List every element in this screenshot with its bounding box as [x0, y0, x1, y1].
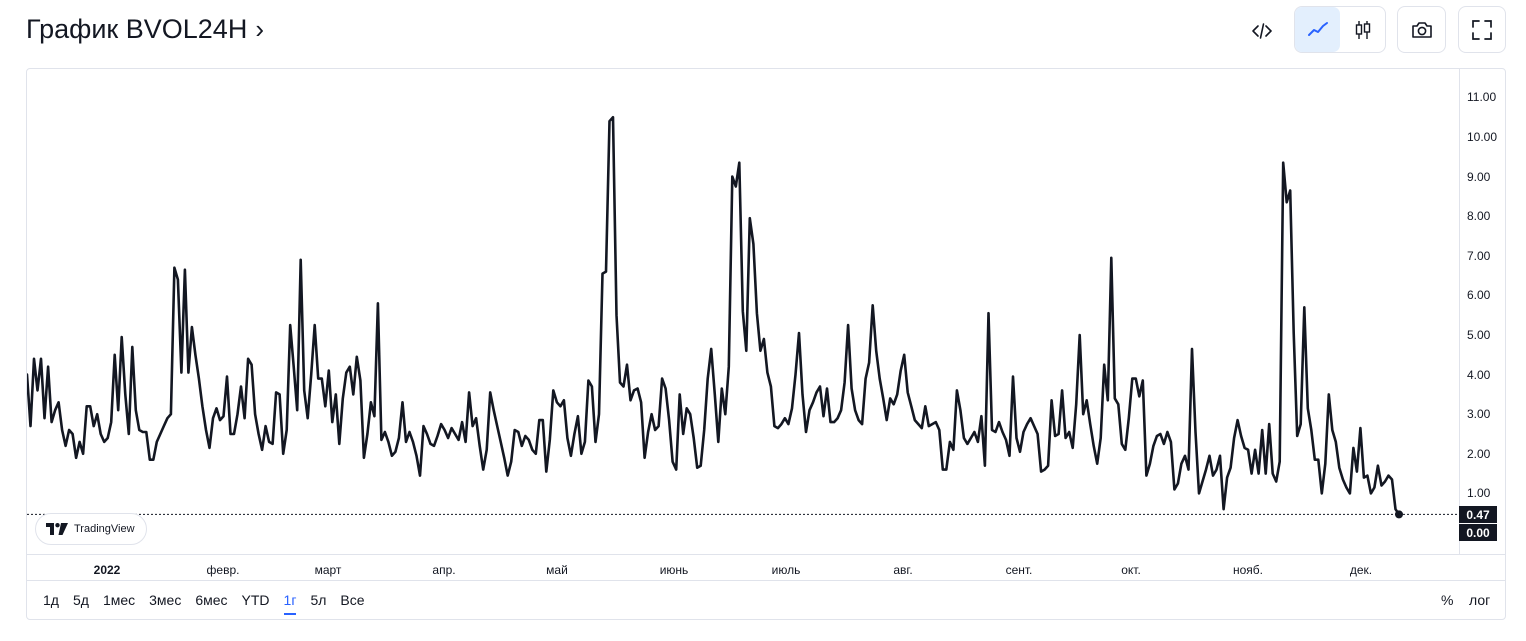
- y-tick-label: 7.00: [1467, 248, 1491, 263]
- y-tick-label: 4.00: [1467, 367, 1491, 382]
- chart-type-switch: [1294, 6, 1386, 53]
- code-embed-icon: [1251, 22, 1272, 39]
- y-tick-label: 2.00: [1467, 446, 1491, 461]
- y-tick-label: 9.00: [1467, 169, 1491, 184]
- y-tick-label: 10.00: [1467, 130, 1498, 144]
- y-tick-label: 11.00: [1467, 90, 1497, 105]
- x-tick-label: окт.: [1121, 563, 1141, 577]
- price-axis-divider: [1459, 69, 1460, 554]
- range-button[interactable]: 3мес: [149, 592, 182, 608]
- chart-title: График BVOL24H: [26, 14, 248, 44]
- line-chart-button[interactable]: [1295, 7, 1340, 52]
- percent-toggle[interactable]: %: [1441, 592, 1454, 608]
- line-chart-icon: [1307, 21, 1328, 36]
- range-button[interactable]: Все: [340, 592, 365, 608]
- x-tick-label: 2022: [93, 563, 121, 577]
- y-tick-label: 8.00: [1467, 209, 1491, 224]
- candlestick-button[interactable]: [1340, 7, 1385, 52]
- y-tick-label: 3.00: [1467, 407, 1491, 422]
- log-toggle[interactable]: лог: [1469, 592, 1491, 608]
- camera-icon: [1411, 21, 1432, 38]
- tradingview-logo-icon: [46, 523, 68, 535]
- snapshot-button[interactable]: [1397, 6, 1446, 53]
- range-button[interactable]: 1мес: [102, 592, 136, 608]
- y-tick-label: 1.00: [1467, 486, 1491, 501]
- x-tick-label: май: [546, 563, 568, 577]
- x-tick-label: июль: [771, 563, 801, 577]
- candlestick-icon: [1355, 20, 1370, 39]
- fullscreen-button[interactable]: [1458, 6, 1506, 53]
- range-selector: 1д 5д 1мес 3мес 6мес YTD 1г 5л Все: [36, 588, 372, 615]
- range-button[interactable]: YTD: [241, 592, 270, 608]
- x-tick-label: дек.: [1349, 563, 1373, 577]
- last-point-marker: [1395, 510, 1403, 519]
- range-button[interactable]: 1д: [43, 592, 59, 608]
- chevron-right-icon: ›: [255, 14, 264, 44]
- x-tick-label: апр.: [432, 563, 456, 577]
- x-tick-label: нояб.: [1232, 563, 1264, 577]
- x-tick-label: авг.: [893, 563, 913, 577]
- range-button[interactable]: 5д: [72, 592, 89, 608]
- x-tick-label: март: [314, 563, 342, 577]
- chart-frame: [26, 68, 1506, 620]
- range-button[interactable]: 6мес: [195, 592, 228, 608]
- fullscreen-icon: [1472, 19, 1492, 40]
- watermark-label: TradingView: [74, 523, 135, 535]
- tradingview-watermark[interactable]: TradingView: [35, 513, 147, 545]
- x-tick-label: февр.: [206, 563, 240, 577]
- embed-button[interactable]: [1239, 8, 1284, 53]
- series-line: [27, 115, 1401, 516]
- time-axis-divider: [27, 554, 1505, 555]
- last-price-badge: 0.47: [1459, 506, 1497, 523]
- chart-plot[interactable]: [27, 69, 1460, 554]
- range-button[interactable]: 1г: [277, 588, 304, 615]
- page-title[interactable]: График BVOL24H ›: [26, 14, 264, 45]
- range-button[interactable]: 5л: [310, 592, 327, 608]
- x-tick-label: сент.: [1005, 563, 1033, 577]
- y-tick-label: 5.00: [1467, 328, 1491, 342]
- y-tick-label: 6.00: [1467, 288, 1491, 303]
- x-tick-label: июнь: [659, 563, 689, 577]
- range-bar-divider: [27, 580, 1505, 581]
- zero-price-badge: 0.00: [1459, 524, 1497, 541]
